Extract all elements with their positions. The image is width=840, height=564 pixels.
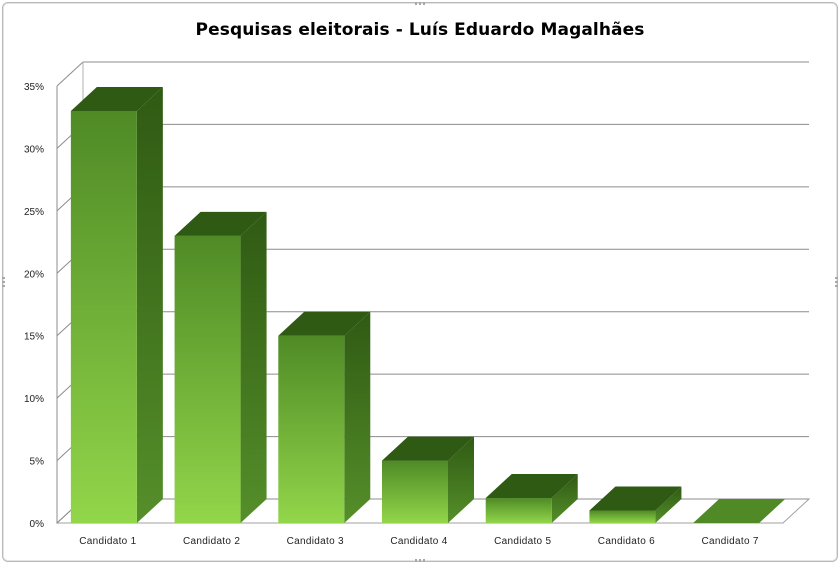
x-tick-label: Candidato 2 [183, 536, 240, 547]
bar-side [136, 86, 163, 523]
resize-handle-bottom[interactable] [415, 559, 425, 562]
resize-handle-top[interactable] [415, 2, 425, 5]
gridline-side [56, 61, 84, 87]
bar[interactable] [174, 211, 267, 524]
x-tick-label: Candidato 6 [598, 536, 655, 547]
bar-top [70, 86, 163, 111]
bar-top [693, 499, 786, 523]
bar-front[interactable] [485, 498, 552, 523]
y-tick-label: 30% [24, 144, 44, 155]
bar-front[interactable] [70, 110, 137, 523]
y-tick-label: 35% [24, 82, 44, 93]
y-tick-label: 0% [30, 519, 45, 530]
bar-top [382, 436, 474, 461]
y-tick-label: 5% [30, 457, 45, 468]
bar-side [344, 311, 371, 523]
bar[interactable] [382, 436, 474, 523]
bar-front[interactable] [589, 510, 656, 523]
bar-side [551, 474, 578, 523]
y-tick-label: 25% [24, 207, 44, 218]
x-tick-label: Candidato 7 [702, 536, 759, 547]
bar[interactable] [70, 86, 163, 523]
bar[interactable] [278, 311, 371, 523]
y-tick-label: 20% [24, 269, 44, 280]
x-tick-label: Candidato 1 [79, 536, 136, 547]
bar-side [448, 436, 474, 523]
bar-side [240, 211, 267, 524]
bar-top [485, 474, 578, 499]
resize-handle-right[interactable] [835, 277, 838, 287]
bar-top [278, 311, 371, 336]
chart-title: Pesquisas eleitorais - Luís Eduardo Maga… [195, 20, 645, 40]
bar-side [655, 486, 682, 523]
bar-front[interactable] [278, 335, 345, 523]
bar-front[interactable] [382, 460, 448, 523]
bar[interactable] [693, 499, 786, 523]
bar-top [174, 211, 267, 236]
y-tick-label: 10% [24, 394, 44, 405]
bar[interactable] [485, 474, 578, 523]
resize-handle-left[interactable] [2, 277, 5, 287]
x-tick-label: Candidato 5 [494, 536, 551, 547]
bar[interactable] [589, 486, 682, 523]
bar-top [589, 486, 682, 511]
x-tick-label: Candidato 3 [287, 536, 344, 547]
bar-front[interactable] [174, 235, 241, 524]
x-tick-label: Candidato 4 [390, 536, 447, 547]
y-tick-label: 15% [24, 332, 44, 343]
